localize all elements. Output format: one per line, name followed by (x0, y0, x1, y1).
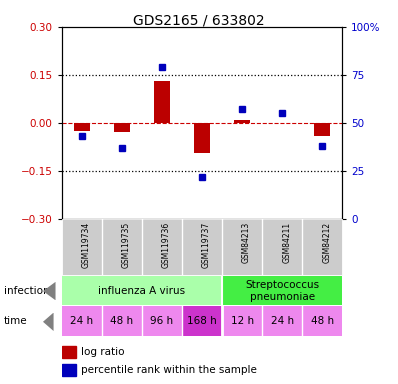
Text: 24 h: 24 h (271, 316, 294, 326)
Polygon shape (43, 282, 56, 300)
Bar (142, 219, 182, 275)
Bar (62, 346, 76, 358)
Bar (222, 276, 342, 305)
Bar (262, 219, 302, 275)
Bar (154, 81, 170, 123)
Bar (114, 123, 130, 132)
Bar (102, 219, 142, 275)
Text: GSM119737: GSM119737 (202, 222, 211, 268)
Bar (62, 364, 76, 376)
Text: GSM119734: GSM119734 (82, 222, 91, 268)
Text: GSM84211: GSM84211 (282, 222, 291, 263)
Text: GSM84213: GSM84213 (242, 222, 251, 263)
Text: GDS2165 / 633802: GDS2165 / 633802 (133, 13, 265, 27)
Polygon shape (43, 313, 54, 331)
Bar (314, 123, 330, 136)
Text: 48 h: 48 h (311, 316, 334, 326)
Text: infection: infection (4, 286, 50, 296)
Text: GSM119736: GSM119736 (162, 222, 171, 268)
Text: log ratio: log ratio (81, 347, 124, 357)
Bar (102, 306, 142, 336)
Text: GSM119735: GSM119735 (122, 222, 131, 268)
Text: percentile rank within the sample: percentile rank within the sample (81, 365, 257, 375)
Text: 12 h: 12 h (230, 316, 254, 326)
Bar (234, 120, 250, 123)
Bar (182, 219, 222, 275)
Text: time: time (4, 316, 27, 326)
Bar (142, 306, 182, 336)
Bar (182, 306, 222, 336)
Bar (62, 276, 222, 305)
Text: GSM84212: GSM84212 (322, 222, 331, 263)
Text: 96 h: 96 h (150, 316, 174, 326)
Bar (262, 306, 302, 336)
Bar (74, 123, 90, 131)
Bar (222, 219, 262, 275)
Text: 168 h: 168 h (187, 316, 217, 326)
Bar (302, 219, 342, 275)
Text: influenza A virus: influenza A virus (98, 286, 185, 296)
Text: Streptococcus
pneumoniae: Streptococcus pneumoniae (245, 280, 319, 302)
Bar (302, 306, 342, 336)
Bar (62, 306, 102, 336)
Bar (222, 306, 262, 336)
Text: 48 h: 48 h (110, 316, 133, 326)
Bar (194, 123, 210, 153)
Bar (62, 219, 102, 275)
Text: 24 h: 24 h (70, 316, 93, 326)
